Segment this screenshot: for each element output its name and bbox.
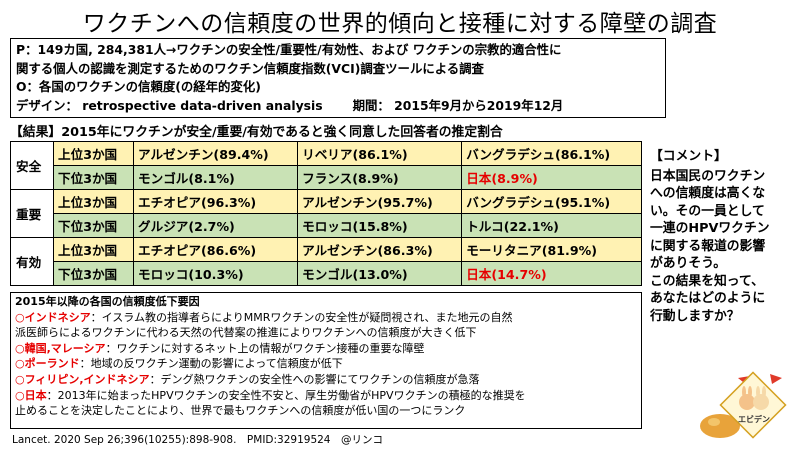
table-row: 重要 上位3か国 エチオピア(96.3%) アルゼンチン(95.7%) バングラ… [10, 189, 642, 238]
reason-text: 派医師らによるワクチンに代わる天然の代替案の推進によりワクチンへの信頼度が大きく… [15, 326, 477, 340]
reason-item: ○日本：2013年に始まったHPVワクチンの安全性不安と、厚生労働省がHPVワク… [15, 388, 637, 404]
table-cell: モンゴル(13.0%) [297, 261, 463, 286]
table-row: 下位3か国 モロッコ(10.3%) モンゴル(13.0%) 日本(14.7%) [11, 261, 642, 286]
table-cell: モーリタニア(81.9%) [461, 237, 642, 262]
table-row: 下位3か国 グルジア(2.7%) モロッコ(15.8%) トルコ(22.1%) [11, 213, 642, 238]
table-cell: モロッコ(10.3%) [132, 261, 299, 286]
comment-line: への信頼度は高くな [650, 186, 766, 201]
reason-country: ○日本 [15, 388, 47, 402]
rabbit-icon [753, 394, 769, 410]
bottom-label: 下位3か国 [53, 213, 134, 238]
results-table: 安全 上位3か国 アルゼンチン(89.4%) リベリア(86.1%) バングラデ… [10, 141, 642, 286]
pico-o: O：各国のワクチンの信頼度(の経年的変化) [16, 79, 261, 94]
category-importance: 重要 [10, 189, 54, 238]
table-cell: エチオピア(96.3%) [132, 189, 299, 214]
table-cell: アルゼンチン(86.3%) [297, 237, 463, 262]
reasons-heading: 2015年以降の各国の信頼度低下要因 [15, 295, 200, 308]
reason-item: ○インドネシア：イスラム教の指導者らによりMMRワクチンの安全性が疑問視され、ま… [15, 310, 637, 326]
table-cell: リベリア(86.1%) [297, 141, 463, 166]
category-safety: 安全 [10, 141, 54, 190]
table-row: 下位3か国 モンゴル(8.1%) フランス(8.9%) 日本(8.9%) [11, 165, 642, 190]
reason-item: ○フィリピン,インドネシア：デング熱ワクチンの安全性への影響にてワクチンの信頼度… [15, 372, 637, 388]
comment-line: あなたはどのように [650, 291, 766, 306]
table-cell: トルコ(22.1%) [461, 213, 642, 238]
top-label: 上位3か国 [53, 237, 134, 262]
reason-country: ○インドネシア [15, 310, 91, 324]
table-cell: アルゼンチン(89.4%) [132, 141, 299, 166]
top-label: 上位3か国 [53, 189, 134, 214]
design-row: デザイン： retrospective data-driven analysis… [16, 97, 660, 116]
reason-item: ○ポーランド：地域の反ワクチン運動の影響によって信頼度が低下 [15, 356, 637, 372]
table-cell: バングラデシュ(95.1%) [461, 189, 642, 214]
table-cell: モンゴル(8.1%) [132, 165, 299, 190]
evidence-logo: エビデン [700, 371, 787, 439]
table-cell: グルジア(2.7%) [132, 213, 299, 238]
pico-p: P：149カ国, 284,381人→ワクチンの安全性/重要性/有効性、および ワ… [16, 42, 562, 57]
pico-box: P：149カ国, 284,381人→ワクチンの安全性/重要性/有効性、および ワ… [10, 38, 666, 118]
page-title: ワクチンへの信頼度の世界的傾向と接種に対する障壁の調査 [82, 11, 718, 37]
comment-line: この結果を知って、 [650, 273, 764, 289]
table-row: 有効 上位3か国 エチオピア(86.6%) アルゼンチン(86.3%) モーリタ… [10, 237, 642, 286]
reason-text: ：デング熱ワクチンの安全性への影響にてワクチンの信頼度が急落 [149, 372, 480, 386]
table-cell: アルゼンチン(95.7%) [297, 189, 463, 214]
pico-design: デザイン： retrospective data-driven analysis [16, 97, 323, 113]
comment-line: がありそう。 [650, 256, 727, 271]
comment-line: に関する報道の影響 [650, 238, 766, 254]
table-cell: バングラデシュ(86.1%) [461, 141, 642, 166]
comment-box: 【コメント】 日本国民のワクチン への信頼度は高くな い。その一員として 一連の… [650, 148, 790, 325]
comment-heading: 【コメント】 [650, 149, 727, 164]
comment-line: い。その一員として [650, 203, 765, 219]
category-effectiveness: 有効 [10, 237, 54, 286]
comment-line: 一連のHPVワクチン [650, 221, 770, 236]
bottom-label: 下位3か国 [53, 165, 134, 190]
shrimp-tail-icon [770, 374, 782, 384]
reason-country: ○フィリピン,インドネシア [15, 372, 150, 386]
comment-line: 日本国民のワクチン [650, 168, 766, 184]
reason-item: ○韓国,マレーシア：ワクチンに対するネット上の情報がワクチン接種の重要な障壁 [15, 341, 637, 357]
pico-period: 期間： 2015年9月から2019年12月 [352, 97, 564, 113]
top-label: 上位3か国 [53, 141, 134, 166]
table-cell: エチオピア(86.6%) [132, 237, 299, 262]
citation: Lancet. 2020 Sep 26;396(10255):898-908. … [12, 434, 383, 446]
reason-item: 止めることを決定したことにより、世界で最もワクチンへの信頼度が低い国の一つにラン… [15, 403, 637, 419]
table-cell: モロッコ(15.8%) [297, 213, 463, 238]
table-cell: フランス(8.9%) [297, 165, 463, 190]
reason-country: ○ポーランド [15, 357, 80, 371]
reason-text: ：2013年に始まったHPVワクチンの安全性不安と、厚生労働省がHPVワクチンの… [46, 388, 526, 402]
reason-text: ：イスラム教の指導者らによりMMRワクチンの安全性が疑問視され、また地元の自然 [90, 310, 513, 324]
comment-line: 行動しますか？ [650, 308, 740, 324]
results-heading: 【結果】2015年にワクチンが安全/重要/有効であると強く同意した回答者の推定割… [10, 125, 503, 140]
reason-country: ○韓国,マレーシア [15, 341, 106, 355]
table-cell-japan: 日本(8.9%) [461, 165, 642, 190]
reason-text: ：地域の反ワクチン運動の影響によって信頼度が低下 [79, 357, 343, 371]
reasons-box: 2015年以降の各国の信頼度低下要因 ○インドネシア：イスラム教の指導者らにより… [10, 292, 642, 429]
bottom-label: 下位3か国 [53, 261, 134, 286]
rabbit-icon [739, 394, 755, 410]
logo-label: エビデン [738, 414, 770, 424]
table-cell-japan: 日本(14.7%) [461, 261, 642, 286]
reason-text: 止めることを決定したことにより、世界で最もワクチンへの信頼度が低い国の一つにラン… [15, 404, 466, 418]
table-row: 安全 上位3か国 アルゼンチン(89.4%) リベリア(86.1%) バングラデ… [10, 141, 642, 190]
pico-p-cont: 関する個人の認識を測定するためのワクチン信頼度指数(VCI)調査ツールによる調査 [16, 60, 484, 76]
reason-text: ：ワクチンに対するネット上の情報がワクチン接種の重要な障壁 [105, 341, 425, 355]
reason-item: 派医師らによるワクチンに代わる天然の代替案の推進によりワクチンへの信頼度が大きく… [15, 325, 637, 341]
